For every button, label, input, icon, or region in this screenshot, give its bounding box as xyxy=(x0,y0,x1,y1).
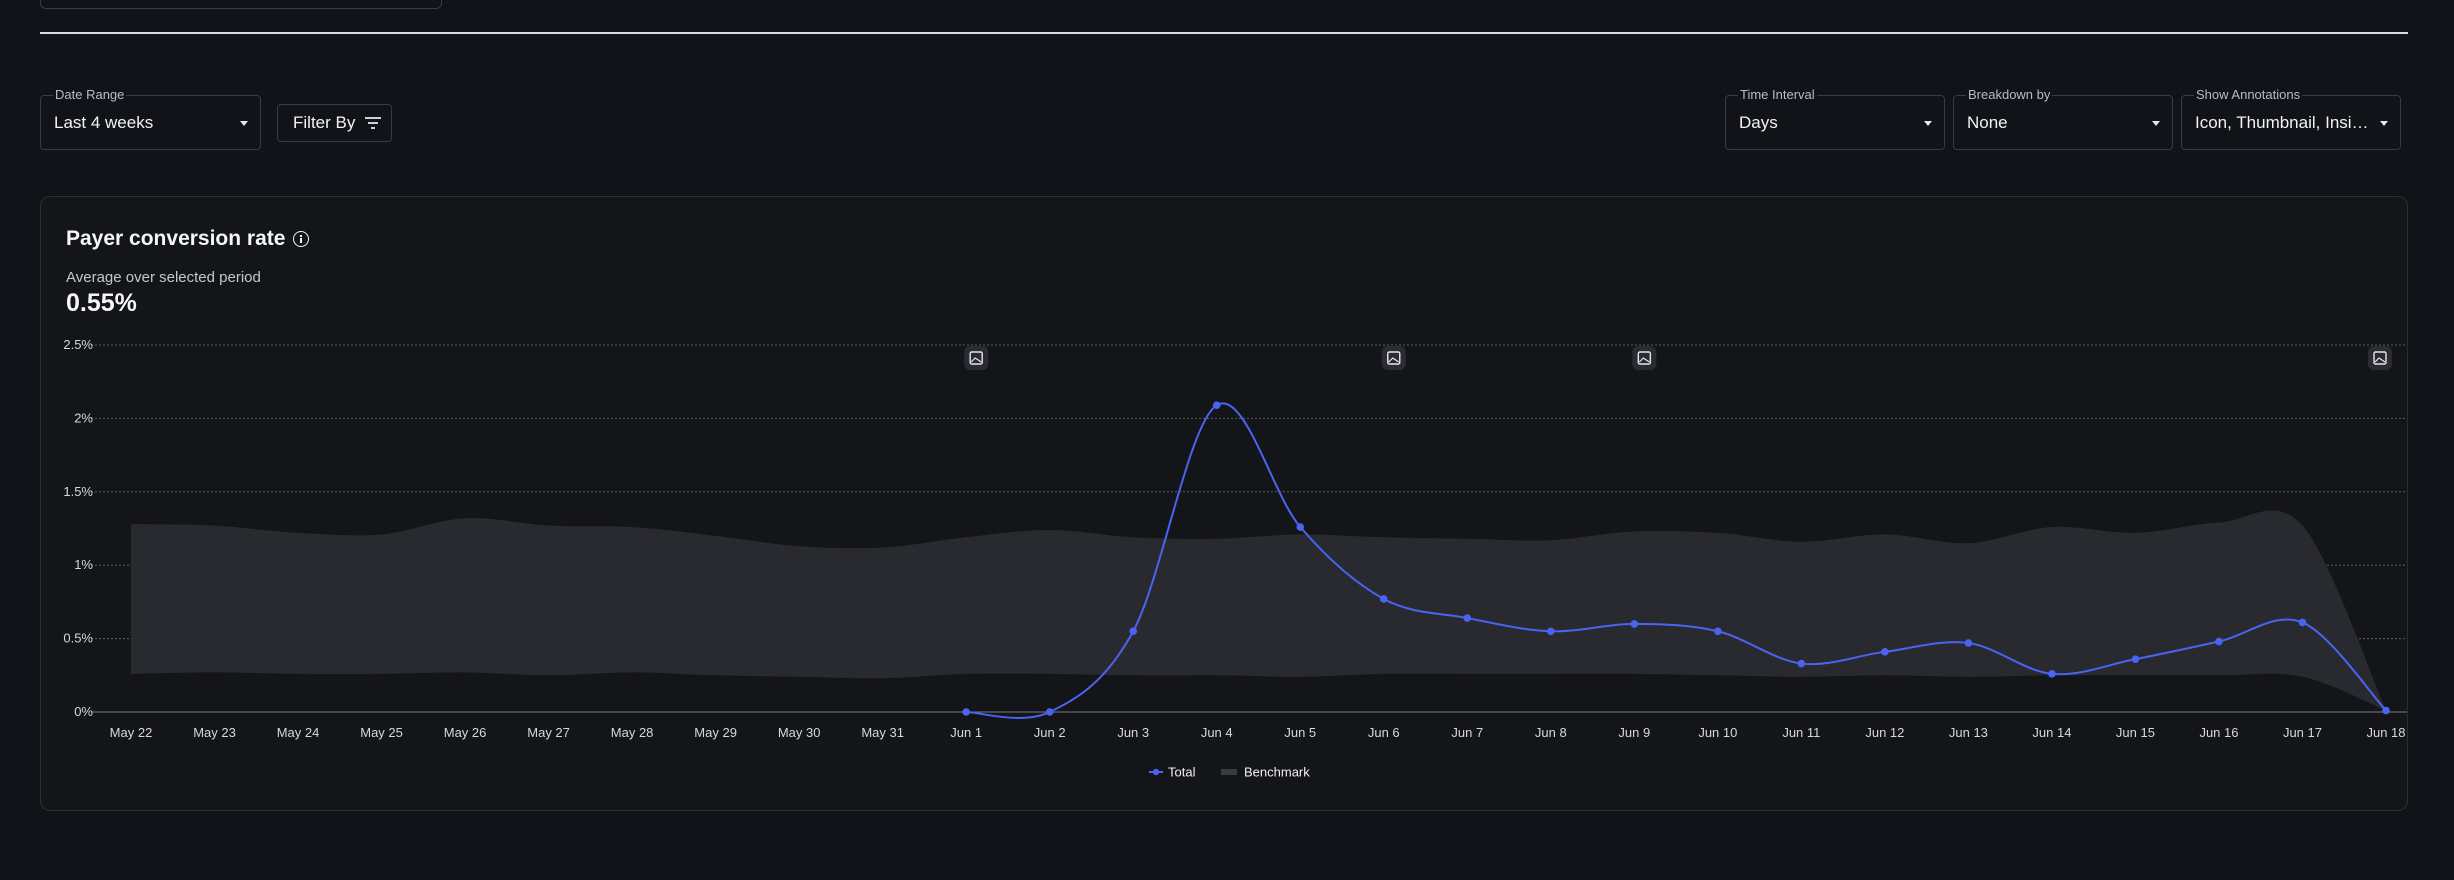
benchmark-band xyxy=(131,510,2386,711)
top-panel-edge xyxy=(40,0,442,9)
chevron-down-icon xyxy=(2152,121,2160,126)
metric-card: Payer conversion rate Average over selec… xyxy=(40,196,2408,811)
x-tick-label: May 29 xyxy=(694,725,737,740)
gallery-icon-glyph xyxy=(2374,357,2386,363)
average-value: 0.55% xyxy=(66,289,137,317)
line-chart: 0% 0.5% 1% 1.5% 2% 2.5% May 22 May 23 May 24 May … xyxy=(63,337,2407,780)
image-icon xyxy=(969,351,983,365)
y-tick-label: 0% xyxy=(74,704,93,719)
time-interval-select[interactable]: Time Interval Days xyxy=(1725,87,1945,150)
total-point xyxy=(2215,637,2223,646)
date-range-select[interactable]: Date Range Last 4 weeks xyxy=(40,87,261,150)
breakdown-label: Breakdown by xyxy=(1966,87,2053,102)
total-point xyxy=(1547,627,1555,636)
y-tick-label: 1.5% xyxy=(63,484,93,499)
chevron-down-icon xyxy=(240,121,248,126)
x-tick-label: Jun 9 xyxy=(1618,725,1650,740)
legend-total-marker xyxy=(1152,768,1160,776)
x-tick-label: May 28 xyxy=(611,725,654,740)
y-tick-label: 2.5% xyxy=(63,337,93,352)
gallery-icon-glyph xyxy=(1388,357,1400,363)
total-point xyxy=(2298,618,2307,627)
x-tick-label: Jun 7 xyxy=(1451,725,1483,740)
x-tick-label: Jun 11 xyxy=(1782,725,1820,740)
date-range-label: Date Range xyxy=(53,87,127,102)
image-icon xyxy=(1637,351,1652,365)
chevron-down-icon xyxy=(1924,121,1932,126)
x-tick-label: Jun 8 xyxy=(1535,725,1567,740)
legend-total-label: Total xyxy=(1168,765,1196,780)
total-point xyxy=(962,708,970,716)
x-tick-label: Jun 4 xyxy=(1201,725,1233,740)
card-subtitle: Average over selected period xyxy=(66,269,261,286)
total-point xyxy=(1797,659,1806,668)
total-point xyxy=(2048,670,2056,678)
total-point xyxy=(1964,639,1973,647)
x-tick-label: Jun 10 xyxy=(1698,725,1737,740)
x-tick-label: Jun 15 xyxy=(2116,725,2155,740)
breakdown-value: None xyxy=(1967,113,2008,132)
x-tick-label: Jun 13 xyxy=(1949,725,1988,740)
card-title-text: Payer conversion rate xyxy=(66,227,286,250)
x-tick-label: Jun 3 xyxy=(1117,725,1149,740)
card-title: Payer conversion rate xyxy=(66,227,310,251)
x-tick-label: May 26 xyxy=(444,725,487,740)
x-tick-label: May 23 xyxy=(193,725,236,740)
x-tick-label: May 31 xyxy=(861,725,904,740)
total-point xyxy=(1463,614,1472,622)
total-point xyxy=(1045,708,1054,716)
filter-by-label: Filter By xyxy=(293,113,356,132)
y-tick-label: 1% xyxy=(74,557,93,572)
annotations-value: Icon, Thumbnail, Insigh... xyxy=(2195,113,2371,132)
total-point xyxy=(1630,620,1639,628)
total-point xyxy=(1129,627,1138,636)
filter-icon xyxy=(365,117,382,129)
total-point xyxy=(1212,401,1221,409)
total-point xyxy=(2131,655,2140,663)
date-range-value: Last 4 weeks xyxy=(54,113,154,132)
x-tick-label: May 30 xyxy=(778,725,821,740)
image-icon-glyph xyxy=(970,357,982,363)
gallery-icon xyxy=(1387,351,1401,365)
total-point xyxy=(1296,523,1305,531)
annotations-select[interactable]: Show Annotations Icon, Thumbnail, Insigh… xyxy=(2181,87,2401,150)
total-point xyxy=(1714,627,1722,636)
chevron-down-icon xyxy=(2380,121,2388,126)
total-point xyxy=(1379,595,1388,603)
x-tick-label: Jun 12 xyxy=(1865,725,1904,740)
x-tick-label: Jun 18 xyxy=(2366,725,2405,740)
x-tick-label: Jun 2 xyxy=(1034,725,1066,740)
y-tick-label: 0.5% xyxy=(63,631,93,646)
x-tick-label: Jun 1 xyxy=(950,725,982,740)
x-tick-label: Jun 6 xyxy=(1368,725,1400,740)
x-tick-label: May 27 xyxy=(527,725,570,740)
total-point xyxy=(1881,648,1889,656)
x-tick-label: May 22 xyxy=(110,725,153,740)
y-tick-label: 2% xyxy=(74,410,93,425)
breakdown-select[interactable]: Breakdown by None xyxy=(1953,87,2173,150)
time-interval-label: Time Interval xyxy=(1738,87,1817,102)
filter-by-button[interactable]: Filter By xyxy=(277,104,392,142)
x-tick-label: May 24 xyxy=(277,725,320,740)
x-tick-label: Jun 17 xyxy=(2283,725,2322,740)
image-icon-glyph xyxy=(1638,357,1650,363)
legend-benchmark-label: Benchmark xyxy=(1244,765,1310,780)
total-point xyxy=(2382,706,2390,715)
legend-benchmark-swatch xyxy=(1221,769,1237,775)
x-tick-label: May 25 xyxy=(360,725,403,740)
x-tick-label: Jun 14 xyxy=(2032,725,2071,740)
time-interval-value: Days xyxy=(1739,113,1778,132)
x-tick-label: Jun 5 xyxy=(1284,725,1316,740)
x-tick-label: Jun 16 xyxy=(2199,725,2238,740)
divider xyxy=(40,32,2408,34)
info-icon[interactable] xyxy=(293,231,310,247)
gallery-icon xyxy=(2373,351,2387,365)
annotations-label: Show Annotations xyxy=(2194,87,2303,102)
